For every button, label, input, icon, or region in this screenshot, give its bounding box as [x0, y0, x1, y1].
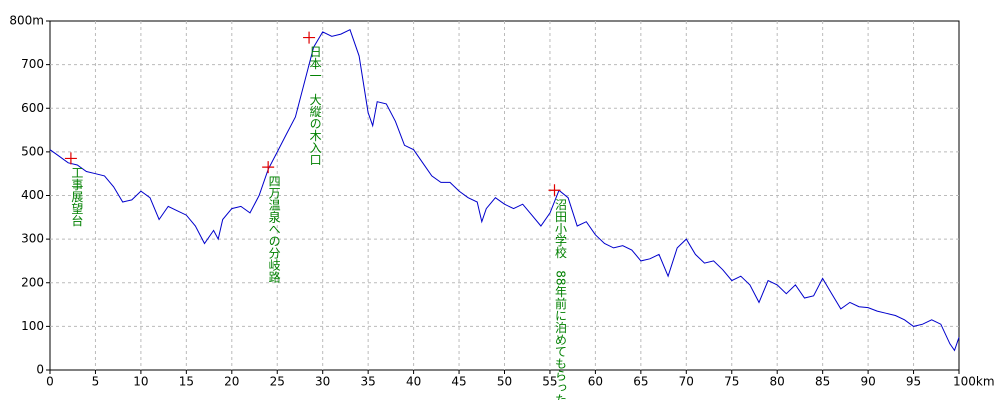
elevation-line	[49, 29, 960, 352]
annotation-marker	[64, 152, 77, 165]
x-tick-label: 55	[542, 375, 557, 389]
annotation-label: 四万温泉への分岐路	[267, 175, 281, 284]
x-tick-label: 85	[815, 375, 830, 389]
y-tick-label: 100	[21, 319, 44, 333]
y-tick-label: 200	[21, 275, 44, 289]
x-tick-label: 95	[906, 375, 921, 389]
x-tick-label: 100km	[953, 375, 995, 389]
x-tick-label: 90	[860, 375, 875, 389]
x-tick-label: 15	[179, 375, 194, 389]
x-tick-label: 45	[451, 375, 466, 389]
annotation-label: 沼田小学校 88年前に泊めてもらった	[553, 198, 567, 400]
x-tick-label: 65	[633, 375, 648, 389]
annotation-marker	[303, 31, 316, 44]
x-tick-label: 25	[270, 375, 285, 389]
y-tick-label: 300	[21, 232, 44, 246]
annotation-label: 日本一 大縦の木入口	[308, 46, 322, 166]
y-tick-label: 800m	[9, 14, 44, 28]
x-tick-label: 40	[406, 375, 421, 389]
y-tick-label: 400	[21, 188, 44, 202]
x-tick-label: 75	[724, 375, 739, 389]
x-tick-label: 0	[46, 375, 54, 389]
x-tick-label: 35	[361, 375, 376, 389]
x-tick-label: 60	[588, 375, 603, 389]
annotation-marker	[548, 184, 561, 197]
x-tick-label: 70	[679, 375, 694, 389]
x-tick-label: 5	[92, 375, 100, 389]
x-tick-label: 20	[224, 375, 239, 389]
y-tick-label: 700	[21, 57, 44, 71]
x-tick-label: 30	[315, 375, 330, 389]
x-tick-label: 50	[497, 375, 512, 389]
x-tick-label: 10	[133, 375, 148, 389]
x-tick-label: 80	[770, 375, 785, 389]
y-tick-label: 600	[21, 101, 44, 115]
annotation-label: 工事展望台	[70, 166, 84, 226]
y-tick-label: 500	[21, 144, 44, 158]
y-tick-label: 0	[36, 363, 44, 377]
annotation-marker	[262, 161, 275, 174]
